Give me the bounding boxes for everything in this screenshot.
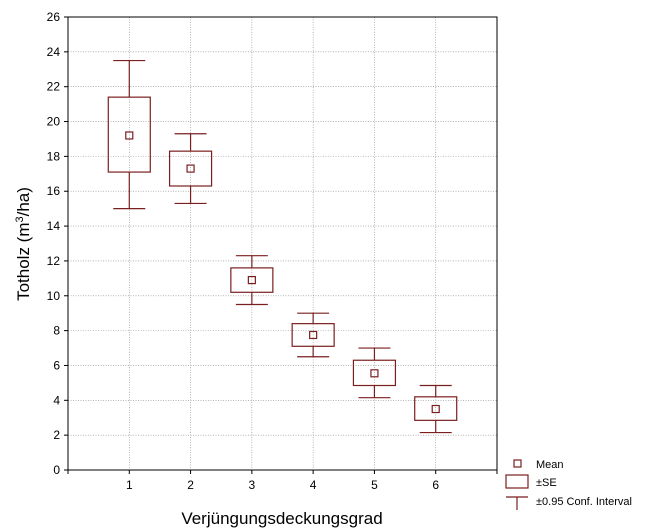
y-axis-title: Totholz (m3/ha) — [14, 187, 33, 301]
y-tick-label: 14 — [47, 219, 61, 233]
se-box — [168, 150, 213, 187]
legend-ci-label: ±0.95 Conf. Interval — [536, 496, 632, 508]
mean-marker — [370, 369, 379, 378]
legend: Mean ±SE ±0.95 Conf. Interval — [505, 459, 632, 510]
y-tick-label: 20 — [47, 115, 61, 129]
x-tick-label: 3 — [249, 478, 256, 492]
y-tick-label: 8 — [53, 324, 60, 338]
box-group-6 — [414, 384, 458, 434]
legend-mean-marker — [513, 459, 522, 468]
y-axis-title-superscript: 3 — [14, 216, 26, 222]
box-group-5 — [352, 347, 397, 399]
mean-marker — [431, 404, 440, 414]
y-axis-title-main: Totholz (m — [14, 223, 33, 301]
mean-marker — [186, 164, 195, 173]
x-axis-title: Verjüngungsdeckungsgrad — [181, 509, 382, 528]
y-axis-title-tail: /ha) — [14, 187, 33, 216]
box-group-4 — [291, 312, 335, 358]
se-box — [107, 96, 151, 173]
y-tick-label: 24 — [47, 45, 61, 59]
se-box — [352, 359, 397, 387]
y-tick-label: 6 — [53, 358, 60, 372]
se-box — [230, 267, 274, 293]
gridlines — [68, 17, 497, 470]
se-box — [414, 396, 458, 421]
y-tick-label: 26 — [47, 10, 61, 24]
box-group-3 — [230, 255, 274, 306]
x-tick-label: 2 — [187, 478, 194, 492]
x-tick-label: 4 — [310, 478, 317, 492]
mean-marker — [247, 275, 256, 285]
box-group-2 — [168, 133, 213, 205]
y-tick-label: 18 — [47, 149, 61, 163]
mean-marker — [309, 330, 318, 340]
y-tick-label: 22 — [47, 80, 61, 94]
x-tick-label: 1 — [126, 478, 133, 492]
legend-se-label: ±SE — [536, 477, 557, 489]
x-tick-label: 5 — [371, 478, 378, 492]
plot-area-frame — [67, 16, 498, 471]
legend-mean-label: Mean — [536, 459, 564, 471]
y-tick-label: 4 — [53, 393, 60, 407]
legend-se-box — [505, 474, 529, 489]
mean-marker — [125, 131, 134, 140]
y-tick-label: 12 — [47, 254, 61, 268]
y-tick-label: 0 — [53, 463, 60, 477]
box-group-1 — [107, 59, 151, 210]
x-tick-label: 6 — [432, 478, 439, 492]
se-box — [291, 323, 335, 347]
y-tick-label: 2 — [53, 428, 60, 442]
y-tick-label: 16 — [47, 184, 61, 198]
box-marks — [107, 59, 458, 434]
y-tick-label: 10 — [47, 289, 61, 303]
